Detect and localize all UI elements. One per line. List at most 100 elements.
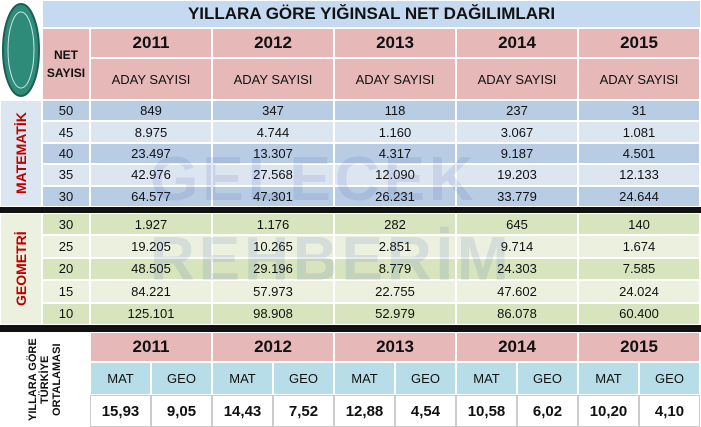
net-header: NET SAYISI	[42, 28, 90, 100]
count: 125.101	[90, 302, 212, 325]
count: 64.577	[90, 185, 212, 207]
subject: GEO	[517, 362, 578, 395]
count: 22.755	[334, 280, 456, 303]
column-header: ADAY SAYISI	[212, 58, 334, 100]
year: 2015	[578, 332, 700, 362]
count: 24.303	[456, 257, 578, 281]
logo	[2, 3, 40, 97]
count: 282	[334, 213, 456, 236]
count: 7.585	[578, 257, 700, 281]
averages-label: YILLARA GÖRE TÜRKİYE ORTALAMASI	[0, 332, 90, 427]
count: 86.078	[456, 302, 578, 325]
count: 9.714	[456, 235, 578, 258]
count: 1.081	[578, 121, 700, 143]
count: 19.205	[90, 235, 212, 258]
count: 118	[334, 100, 456, 122]
count: 4.744	[212, 121, 334, 143]
count: 47.602	[456, 280, 578, 303]
count: 1.927	[90, 213, 212, 236]
net-value: 15	[42, 280, 90, 303]
count: 3.067	[456, 121, 578, 143]
count: 2.851	[334, 235, 456, 258]
year: 2012	[212, 332, 334, 362]
count: 48.505	[90, 257, 212, 281]
average-value: 4,10	[639, 395, 700, 427]
net-value: 25	[42, 235, 90, 258]
average-value: 10,20	[578, 395, 639, 427]
count: 13.307	[212, 142, 334, 165]
year: 2015	[578, 28, 700, 58]
net-value: 10	[42, 302, 90, 325]
net-value: 50	[42, 100, 90, 122]
column-header: ADAY SAYISI	[334, 58, 456, 100]
count: 9.187	[456, 142, 578, 165]
net-value: 30	[42, 213, 90, 236]
subject: GEO	[639, 362, 700, 395]
count: 140	[578, 213, 700, 236]
separator	[0, 325, 701, 332]
count: 24.024	[578, 280, 700, 303]
count: 33.779	[456, 185, 578, 207]
column-header: ADAY SAYISI	[578, 58, 700, 100]
separator	[0, 207, 701, 213]
year: 2013	[334, 28, 456, 58]
subject: MAT	[578, 362, 639, 395]
count: 27.568	[212, 164, 334, 186]
count: 4.317	[334, 142, 456, 165]
column-header: ADAY SAYISI	[90, 58, 212, 100]
average-value: 10,58	[456, 395, 517, 427]
average-value: 9,05	[151, 395, 212, 427]
section-label: GEOMETRİ	[0, 213, 42, 325]
average-value: 4,54	[395, 395, 456, 427]
average-value: 14,43	[212, 395, 273, 427]
count: 849	[90, 100, 212, 122]
count: 10.265	[212, 235, 334, 258]
count: 8.779	[334, 257, 456, 281]
subject: MAT	[90, 362, 151, 395]
count: 98.908	[212, 302, 334, 325]
count: 42.976	[90, 164, 212, 186]
year: 2014	[456, 332, 578, 362]
count: 347	[212, 100, 334, 122]
net-value: 40	[42, 142, 90, 165]
count: 26.231	[334, 185, 456, 207]
count: 1.160	[334, 121, 456, 143]
net-value: 45	[42, 121, 90, 143]
year: 2014	[456, 28, 578, 58]
net-value: 20	[42, 257, 90, 281]
title: YILLARA GÖRE YIĞINSAL NET DAĞILIMLARI	[42, 0, 701, 28]
count: 4.501	[578, 142, 700, 165]
subject: GEO	[395, 362, 456, 395]
average-value: 12,88	[334, 395, 395, 427]
count: 29.196	[212, 257, 334, 281]
count: 1.674	[578, 235, 700, 258]
count: 12.090	[334, 164, 456, 186]
year: 2011	[90, 28, 212, 58]
count: 8.975	[90, 121, 212, 143]
column-header: ADAY SAYISI	[456, 58, 578, 100]
net-value: 30	[42, 185, 90, 207]
net-value: 35	[42, 164, 90, 186]
count: 12.133	[578, 164, 700, 186]
subject: MAT	[456, 362, 517, 395]
count: 52.979	[334, 302, 456, 325]
subject: GEO	[273, 362, 334, 395]
year: 2012	[212, 28, 334, 58]
year: 2011	[90, 332, 212, 362]
count: 237	[456, 100, 578, 122]
average-value: 6,02	[517, 395, 578, 427]
count: 24.644	[578, 185, 700, 207]
count: 1.176	[212, 213, 334, 236]
count: 47.301	[212, 185, 334, 207]
subject: MAT	[334, 362, 395, 395]
count: 31	[578, 100, 700, 122]
count: 23.497	[90, 142, 212, 165]
count: 645	[456, 213, 578, 236]
subject: MAT	[212, 362, 273, 395]
count: 84.221	[90, 280, 212, 303]
subject: GEO	[151, 362, 212, 395]
section-label: MATEMATİK	[0, 100, 42, 207]
average-value: 15,93	[90, 395, 151, 427]
count: 19.203	[456, 164, 578, 186]
